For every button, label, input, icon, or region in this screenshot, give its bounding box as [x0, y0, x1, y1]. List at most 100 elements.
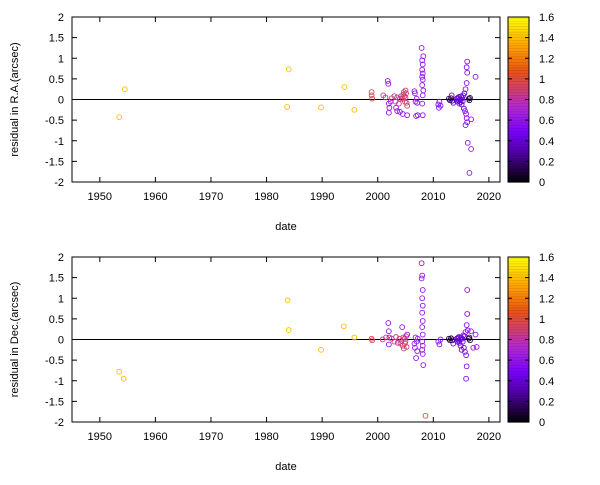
y-tick-label: -2	[54, 417, 64, 429]
colorbar-band	[508, 45, 529, 49]
data-point	[285, 327, 292, 333]
data-point	[419, 76, 426, 83]
colorbar-band	[508, 347, 529, 351]
colorbar-band	[508, 33, 529, 37]
colorbar-band	[508, 132, 529, 136]
colorbar-band	[508, 118, 529, 121]
data-point	[470, 344, 477, 351]
colorbar-band	[508, 169, 529, 173]
data-point	[418, 45, 425, 51]
colorbar-band	[508, 128, 529, 132]
data-point	[419, 272, 426, 279]
colorbar-band	[508, 269, 529, 273]
data-point	[116, 368, 123, 375]
data-point	[420, 87, 427, 94]
colorbar-band	[508, 374, 529, 378]
colorbar-band	[508, 279, 529, 283]
colorbar-tick-label: 0.2	[539, 156, 554, 168]
colorbar-band	[508, 335, 529, 339]
chart-panel-2: 1950 1960 1970 1980 1990 2000 2010 2020-2-1.5-1…	[9, 252, 554, 473]
x-tick-label: 1990	[310, 191, 334, 203]
data-point	[463, 64, 470, 71]
data-point	[284, 297, 291, 304]
colorbar-band	[508, 281, 529, 285]
data-point	[419, 309, 426, 316]
data-point	[402, 94, 409, 101]
colorbar-band	[508, 267, 529, 270]
data-point	[351, 334, 358, 341]
data-point	[368, 89, 375, 95]
data-point	[463, 375, 469, 382]
data-point	[391, 93, 398, 100]
colorbar-band	[508, 83, 529, 86]
colorbar-tick-label: 0.2	[539, 396, 554, 408]
data-point	[369, 95, 376, 102]
colorbar-band	[508, 175, 529, 179]
colorbar-band	[508, 126, 529, 129]
colorbar-band	[508, 395, 529, 398]
x-tick-label: 1980	[254, 431, 278, 443]
colorbar-band	[508, 409, 529, 413]
colorbar-band	[508, 337, 529, 341]
colorbar-band	[508, 389, 529, 392]
colorbar-band	[508, 50, 529, 53]
colorbar-band	[508, 304, 529, 308]
colorbar-band	[508, 142, 529, 146]
colorbar-band	[508, 290, 529, 293]
y-tick-label: 0	[58, 335, 64, 347]
colorbar-band	[508, 120, 529, 123]
colorbar-band	[508, 159, 529, 162]
data-point	[419, 351, 426, 357]
colorbar-band	[508, 149, 529, 152]
x-tick-label: 2000	[365, 431, 389, 443]
data-point	[419, 302, 426, 309]
colorbar-band	[508, 405, 529, 409]
data-point	[472, 331, 479, 338]
data-point	[456, 339, 463, 346]
x-axis-title: date	[275, 221, 296, 233]
colorbar-band	[508, 122, 529, 125]
colorbar-band	[508, 161, 529, 165]
data-point	[385, 80, 392, 87]
data-point	[340, 323, 347, 330]
colorbar-band	[508, 380, 529, 384]
colorbar-band	[508, 275, 529, 279]
colorbar-band	[508, 259, 529, 262]
data-point	[464, 119, 471, 126]
y-tick-label: -0.5	[45, 115, 64, 127]
data-point	[464, 327, 471, 334]
colorbar-band	[508, 372, 529, 376]
colorbar-band	[508, 87, 529, 90]
data-point	[419, 70, 426, 77]
colorbar-band	[508, 27, 529, 30]
colorbar-tick-label: 1.6	[539, 252, 554, 264]
data-point	[436, 341, 443, 348]
x-tick-label: 2010	[421, 191, 445, 203]
data-point	[419, 346, 426, 353]
colorbar-band	[508, 138, 529, 142]
colorbar-band	[508, 29, 529, 33]
colorbar-band	[508, 31, 529, 35]
colorbar-band	[508, 70, 529, 74]
colorbar-tick-label: 0.8	[539, 335, 554, 347]
data-point	[341, 84, 348, 90]
colorbar-band	[508, 89, 529, 92]
colorbar-band	[508, 283, 529, 287]
data-point	[385, 328, 392, 335]
data-point	[384, 78, 391, 84]
colorbar-band	[508, 19, 529, 22]
x-tick-label: 1990	[310, 431, 334, 443]
colorbar-band	[508, 99, 529, 103]
x-tick-label: 1970	[199, 431, 223, 443]
data-point	[466, 170, 473, 176]
colorbar-band	[508, 386, 529, 390]
colorbar-band	[508, 85, 529, 88]
colorbar-band	[508, 58, 529, 61]
x-tick-label: 1970	[199, 191, 223, 203]
x-tick-label: 1960	[143, 191, 167, 203]
colorbar-band	[508, 78, 529, 82]
colorbar-band	[508, 327, 529, 330]
data-point	[419, 82, 426, 88]
